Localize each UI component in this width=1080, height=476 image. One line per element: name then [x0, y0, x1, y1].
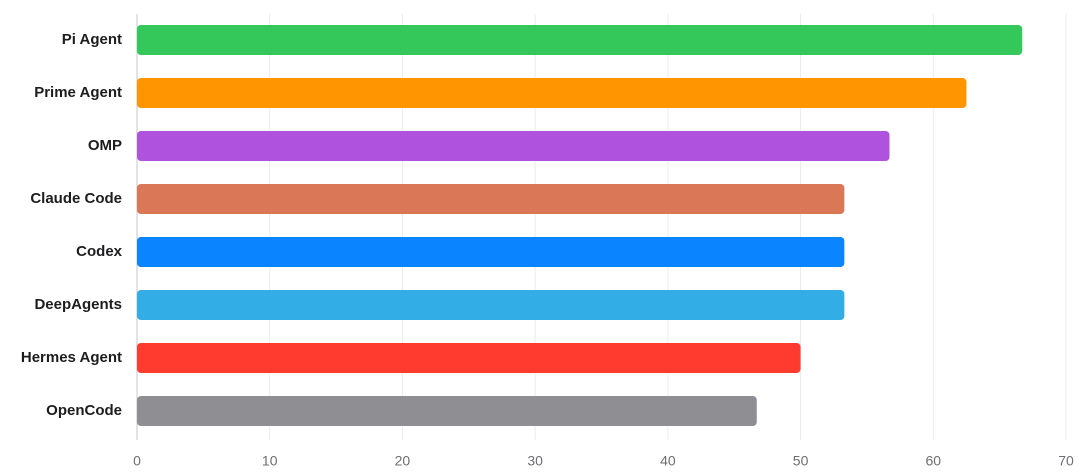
- x-tick-label: 0: [133, 453, 141, 469]
- x-tick-label: 40: [660, 453, 676, 469]
- y-tick-label: Prime Agent: [34, 84, 122, 101]
- x-tick-label: 20: [395, 453, 411, 469]
- x-tick-label: 10: [262, 453, 278, 469]
- y-tick-label: OMP: [88, 137, 122, 154]
- x-tick-label: 60: [925, 453, 941, 469]
- bar: [137, 396, 757, 426]
- bar: [137, 25, 1023, 55]
- y-tick-label: DeepAgents: [34, 296, 122, 313]
- x-tick-label: 30: [527, 453, 543, 469]
- bar: [137, 290, 845, 320]
- x-tick-label: 70: [1058, 453, 1074, 469]
- bar: [137, 343, 801, 373]
- y-tick-label: OpenCode: [46, 402, 122, 419]
- y-tick-label: Pi Agent: [62, 31, 122, 48]
- y-tick-label: Codex: [76, 243, 123, 260]
- y-tick-label: Hermes Agent: [21, 349, 122, 366]
- x-tick-label: 50: [793, 453, 809, 469]
- bar: [137, 184, 845, 214]
- bar: [137, 237, 845, 267]
- bar: [137, 78, 967, 108]
- y-tick-label: Claude Code: [30, 190, 122, 207]
- bar: [137, 131, 890, 161]
